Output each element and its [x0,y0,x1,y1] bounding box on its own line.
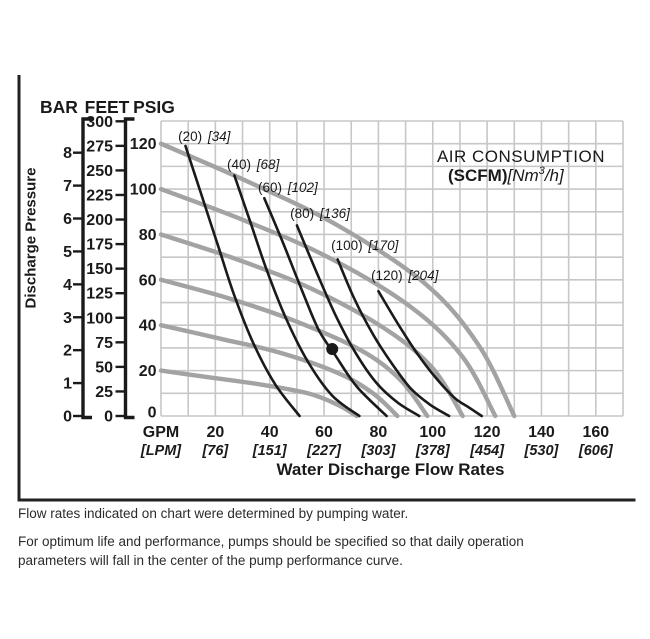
psig-tick-label: 20 [139,363,157,380]
psig-scale: 120 100 80 60 40 20 0 [130,136,157,421]
feet-scale-tick-label: 200 [86,212,113,229]
operating-point-dot [326,343,339,356]
scales-header: BAR FEET PSIG [40,97,175,117]
feet-header: FEET [85,97,130,117]
bar-scale-tick-label: 6 [63,211,72,228]
air-curve-100 [336,258,451,418]
psig-header: PSIG [133,97,175,117]
x-tick-gpm: 140 [528,424,555,441]
air-curve-20 [184,144,301,418]
psig-tick-label: 40 [139,318,157,335]
x-tick-gpm: 120 [474,424,501,441]
feet-scale-tick-label: 75 [95,335,113,352]
air-curve-label: (80) [136] [290,206,351,221]
air-curve-label: (20) [34] [178,129,232,144]
feet-scale-tick-label: 25 [95,384,113,401]
feet-scale-tick-label: 250 [86,163,113,180]
performance-chart: 8765432103002752502252001751501251007550… [17,75,636,502]
feet-scale-tick-label: 50 [95,359,113,376]
bar-scale-tick-label: 3 [63,310,72,327]
feet-scale-tick-label: 0 [104,409,113,426]
feet-scale-tick-label: 225 [86,187,113,204]
x-axis: GPM [LPM] 20 [76] 40 [151] 60 [227] 80 [303] 100 [3… [140,424,614,479]
x-tick-gpm: 160 [582,424,609,441]
air-curve-80 [295,224,421,418]
pump-curve-40-psig [158,323,400,419]
x-tick-lpm: [76] [201,443,229,459]
bar-scale: 8 7 6 5 4 3 2 1 0 [63,117,92,426]
psig-tick-label: 60 [139,272,157,289]
x-tick-lpm: [606] [578,443,614,459]
air-curves: (20) [34] (40) [68] (60) [102] (80) [136] (1… [178,129,483,418]
x-tick-gpm: 40 [261,424,279,441]
footnote-2-line-1: For optimum life and performance, pumps … [18,534,524,549]
air-curve-label: (100) [170] [331,238,400,253]
feet-scale-tick-label: 125 [86,286,113,303]
x-tick-gpm: 20 [206,424,224,441]
feet-scale-tick-label: 300 [86,114,113,131]
feet-scale-tick-label: 150 [86,261,113,278]
pump-curve-20-psig [158,368,359,419]
feet-scale-tick-label: 275 [86,138,113,155]
bar-scale-tick-label: 2 [63,343,72,360]
air-curve-label: (40) [68] [227,157,281,172]
x-tick-lpm: [151] [252,443,288,459]
psig-tick-label: 120 [130,136,157,153]
air-consumption-title: AIR CONSUMPTION [437,147,605,166]
footnote-2-line-2: parameters will fall in the center of th… [18,553,403,568]
x-tick-lpm: [303] [360,443,396,459]
footnote-1: Flow rates indicated on chart were deter… [18,506,409,521]
air-curve-label: (120) [204] [371,268,440,283]
feet-scale-tick-label: 175 [86,237,113,254]
air-consumption-units: (SCFM)[Nm3/h] [448,165,565,185]
psig-tick-label: 0 [148,405,157,422]
bar-scale-tick-label: 1 [63,376,72,393]
bar-scale-tick-label: 5 [63,244,72,261]
feet-scale-tick-label: 100 [86,310,113,327]
air-curve-120 [377,289,483,418]
psig-tick-label: 80 [139,227,157,244]
pump-curves [158,141,517,419]
bar-scale-tick-label: 8 [63,145,72,162]
x-axis-title: Water Discharge Flow Rates [277,460,505,479]
x-tick-gpm: 60 [315,424,333,441]
bar-header: BAR [40,97,78,117]
footnotes: Flow rates indicated on chart were deter… [18,504,618,579]
psig-tick-label: 100 [130,182,157,199]
figure-border [17,75,636,502]
x-tick-gpm: 80 [370,424,388,441]
x-tick-lpm: [454] [469,443,505,459]
discharge-pressure-label: Discharge Pressure [23,168,40,309]
bar-scale-tick-label: 4 [63,277,72,294]
air-curve-40 [233,174,361,418]
x-tick-lpm: [227] [306,443,342,459]
pump-curve-80-psig [158,232,465,419]
x-axis-unit-lpm: [LPM] [140,443,182,459]
x-tick-gpm: 100 [419,424,446,441]
x-axis-unit-gpm: GPM [143,424,179,441]
bar-scale-tick-label: 0 [63,409,72,426]
pump-curve-60-psig [158,277,430,419]
bar-scale-tick-label: 7 [63,178,72,195]
x-tick-lpm: [530] [524,443,560,459]
air-curve-60 [263,196,388,418]
x-tick-lpm: [378] [415,443,451,459]
footnote-2: For optimum life and performance, pumps … [18,532,618,570]
air-curve-label: (60) [102] [258,180,319,195]
pump-curve-100-psig [158,186,498,419]
pump-curve-120-psig [158,141,517,419]
